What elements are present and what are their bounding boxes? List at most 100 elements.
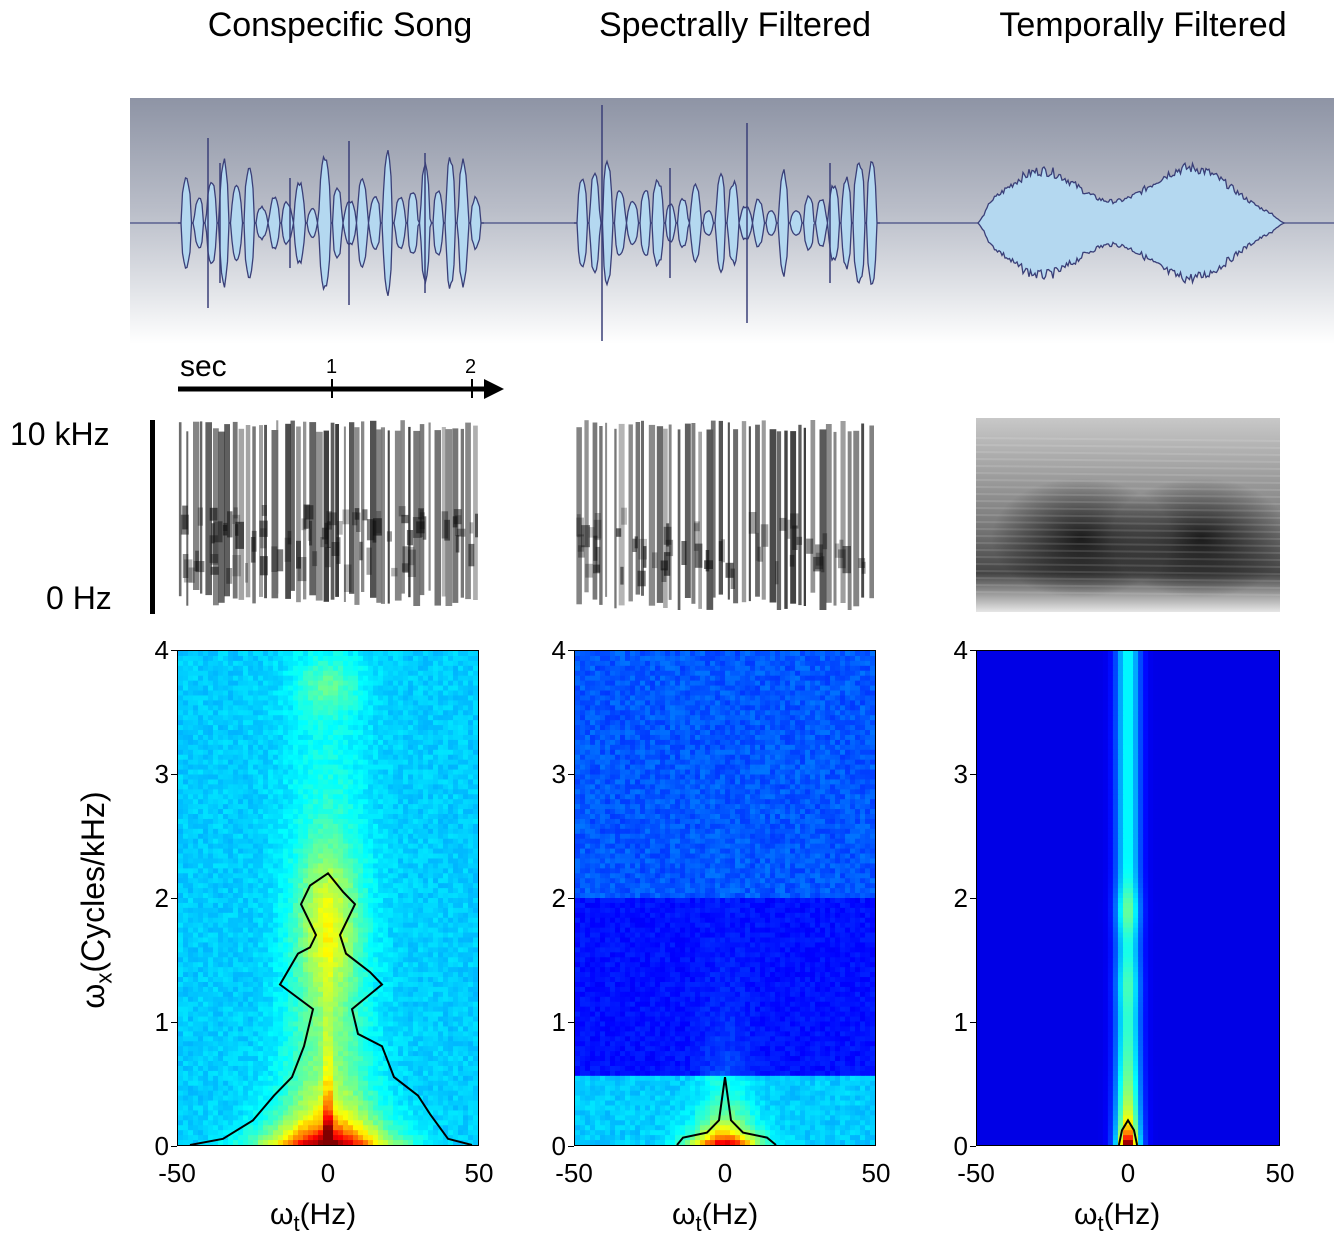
- mps-cell: [323, 907, 329, 914]
- mps-cell: [443, 893, 449, 899]
- mps-cell: [473, 957, 478, 963]
- mps-cell: [253, 710, 259, 716]
- mps-cell: [473, 759, 478, 766]
- mps-cell: [278, 878, 284, 884]
- freq-top-label: 10 kHz: [10, 416, 110, 452]
- mps-cell: [283, 655, 289, 662]
- mps-cell: [458, 853, 464, 860]
- mps-cell: [308, 898, 314, 904]
- mps-cell: [273, 734, 279, 741]
- mps-cell: [273, 947, 279, 953]
- mps-cell: [408, 725, 414, 731]
- mps-cell: [223, 957, 229, 963]
- mps-cell: [473, 1026, 478, 1032]
- mps-cell: [213, 893, 219, 899]
- mps-cell: [463, 833, 469, 840]
- mps-cell: [438, 972, 444, 978]
- mps-cell: [273, 1001, 279, 1008]
- mps-cell: [233, 715, 239, 721]
- mps-cell: [463, 888, 469, 894]
- mps-cell: [188, 1021, 194, 1028]
- mps-cell: [313, 680, 319, 687]
- mps-cell: [408, 888, 414, 894]
- mps-cell: [323, 848, 329, 855]
- mps-cell: [288, 710, 294, 716]
- time-tick-2: 2: [465, 356, 477, 378]
- mps-cell: [453, 818, 459, 825]
- spectrogram-stripe: [584, 420, 589, 593]
- mps-cell: [263, 878, 269, 884]
- mps-cell: [288, 883, 294, 889]
- mps-cell: [278, 759, 284, 766]
- mps-cell: [278, 734, 284, 741]
- mps-cell: [453, 764, 459, 771]
- mps-cell: [353, 883, 359, 889]
- mps-cell: [413, 1011, 419, 1018]
- mps-cell: [243, 917, 249, 924]
- mps-cell: [413, 1016, 419, 1023]
- mps-cell: [263, 710, 269, 716]
- mps-cell: [273, 690, 279, 697]
- mps-cell: [218, 1031, 224, 1037]
- mps-cell: [188, 720, 194, 726]
- mps-cell: [358, 794, 364, 800]
- mps-cell: [393, 932, 399, 939]
- mps-cell: [328, 912, 334, 919]
- mps-cell: [208, 1016, 214, 1023]
- mps-cell: [453, 833, 459, 840]
- mps-cell: [303, 942, 309, 948]
- mps-cell: [318, 878, 324, 884]
- mps-cell: [343, 848, 349, 855]
- mps-cell: [178, 1011, 184, 1018]
- mps-cell: [453, 932, 459, 939]
- mps-cell: [308, 843, 314, 850]
- mps-cell: [253, 651, 259, 657]
- mps-cell: [228, 947, 234, 953]
- mps-cell: [418, 1031, 424, 1037]
- mps-cell: [218, 720, 224, 726]
- mps-cell: [318, 902, 324, 909]
- mps-cell: [433, 818, 439, 825]
- mps-cell: [418, 730, 424, 736]
- mps-cell: [303, 1016, 309, 1023]
- mps-cell: [188, 789, 194, 795]
- mps-cell: [298, 665, 304, 672]
- mps-cell: [218, 962, 224, 968]
- mps-cell: [223, 759, 229, 766]
- mps-cell: [233, 1016, 239, 1023]
- mps-cell: [308, 759, 314, 766]
- mps-cell: [273, 828, 279, 835]
- spectrogram-stripe: [592, 422, 598, 600]
- mps-cell: [373, 695, 379, 701]
- mps-cell: [458, 977, 464, 983]
- mps-cell: [358, 828, 364, 835]
- mps-cell: [403, 799, 409, 805]
- mps-cell: [448, 670, 454, 677]
- mps-cell: [313, 952, 319, 958]
- mps-cell: [458, 917, 464, 924]
- mps-cell: [328, 937, 334, 944]
- mps-cell: [463, 764, 469, 771]
- mps-cell: [233, 952, 239, 958]
- mps-cell: [318, 774, 324, 781]
- mps-cell: [278, 730, 284, 736]
- mps-cell: [293, 907, 299, 914]
- mps-cell: [428, 789, 434, 795]
- mps-cell: [398, 754, 404, 761]
- mps-cell: [423, 957, 429, 963]
- mps-cell: [473, 675, 478, 682]
- mps-cell: [438, 685, 444, 692]
- mps-cell: [278, 720, 284, 726]
- mps-cell: [303, 675, 309, 682]
- mps-cell: [353, 922, 359, 929]
- spectrogram-dark-patch: [757, 546, 763, 562]
- mps-cell: [228, 996, 234, 1003]
- mps-cell: [183, 947, 189, 953]
- mps-cell: [388, 715, 394, 721]
- mps-cell: [178, 838, 184, 845]
- mps-cell: [178, 695, 184, 701]
- mps-cell: [238, 794, 244, 800]
- mps-cell: [323, 1016, 329, 1023]
- mps-cell: [208, 685, 214, 692]
- mps-cell: [238, 828, 244, 835]
